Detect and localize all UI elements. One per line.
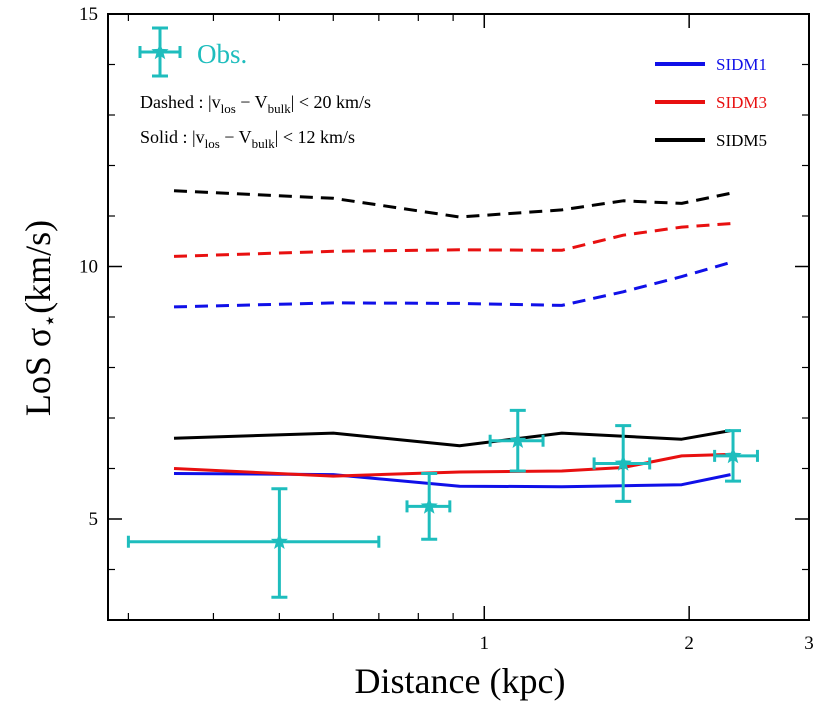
- x-tick-label: 1: [480, 633, 490, 654]
- annotation-dashed-lead: Dashed : |v: [140, 92, 221, 112]
- annotation-solid-mid: − V: [220, 127, 252, 147]
- y-axis-title-suffix: (km/s): [18, 220, 58, 314]
- y-axis-title: LoS σ⋆(km/s): [18, 220, 62, 416]
- obs-point-0: [270, 532, 288, 549]
- obs-legend-star-marker: [151, 43, 169, 60]
- annotation-solid-sub-los: los: [205, 136, 220, 151]
- x-axis-title: Distance (kpc): [355, 661, 566, 701]
- x-tick-label: 3: [804, 633, 814, 654]
- tick-layer: 1 2 3 5 10 15: [79, 4, 814, 654]
- y-axis-title-prefix: LoS σ: [18, 328, 58, 416]
- annotation-solid-tail: | < 12 km/s: [275, 127, 355, 147]
- y-tick-label: 10: [79, 257, 98, 278]
- obs-point-3: [614, 454, 632, 471]
- annotation-dashed: Dashed : |vlos − Vbulk| < 20 km/s: [140, 92, 371, 116]
- obs-point-1: [420, 497, 438, 514]
- observations-layer: [126, 408, 759, 599]
- y-tick-label: 5: [89, 509, 99, 530]
- series-line-sidm5-dashed: [173, 189, 731, 219]
- observations-legend: Obs.: [138, 26, 247, 78]
- legend: SIDM1 SIDM3 SIDM5: [655, 55, 767, 150]
- series-line-sidm3-dashed: [173, 222, 731, 258]
- y-axis-title-subscript: ⋆: [37, 314, 62, 328]
- legend-label-sidm3: SIDM3: [716, 93, 767, 112]
- series-line-sidm3-solid: [173, 452, 731, 478]
- annotation-dashed-sub-bulk: bulk: [268, 101, 292, 116]
- legend-label-sidm1: SIDM1: [716, 55, 767, 74]
- annotation-dashed-sub-los: los: [221, 101, 236, 116]
- legend-label-sidm5: SIDM5: [716, 131, 767, 150]
- obs-point-2: [509, 431, 527, 448]
- annotation-solid-sub-bulk: bulk: [252, 136, 276, 151]
- annotation-solid-lead: Solid : |v: [140, 127, 205, 147]
- x-tick-label: 2: [684, 633, 694, 654]
- annotation-dashed-mid: − V: [236, 92, 268, 112]
- plot-frame: [107, 13, 810, 621]
- annotation-dashed-tail: | < 20 km/s: [291, 92, 371, 112]
- series-line-sidm1-dashed: [173, 261, 731, 309]
- obs-point-4: [724, 446, 742, 464]
- obs-legend-label: Obs.: [197, 39, 247, 69]
- y-tick-label: 15: [79, 4, 98, 25]
- annotation-solid: Solid : |vlos − Vbulk| < 12 km/s: [140, 127, 355, 151]
